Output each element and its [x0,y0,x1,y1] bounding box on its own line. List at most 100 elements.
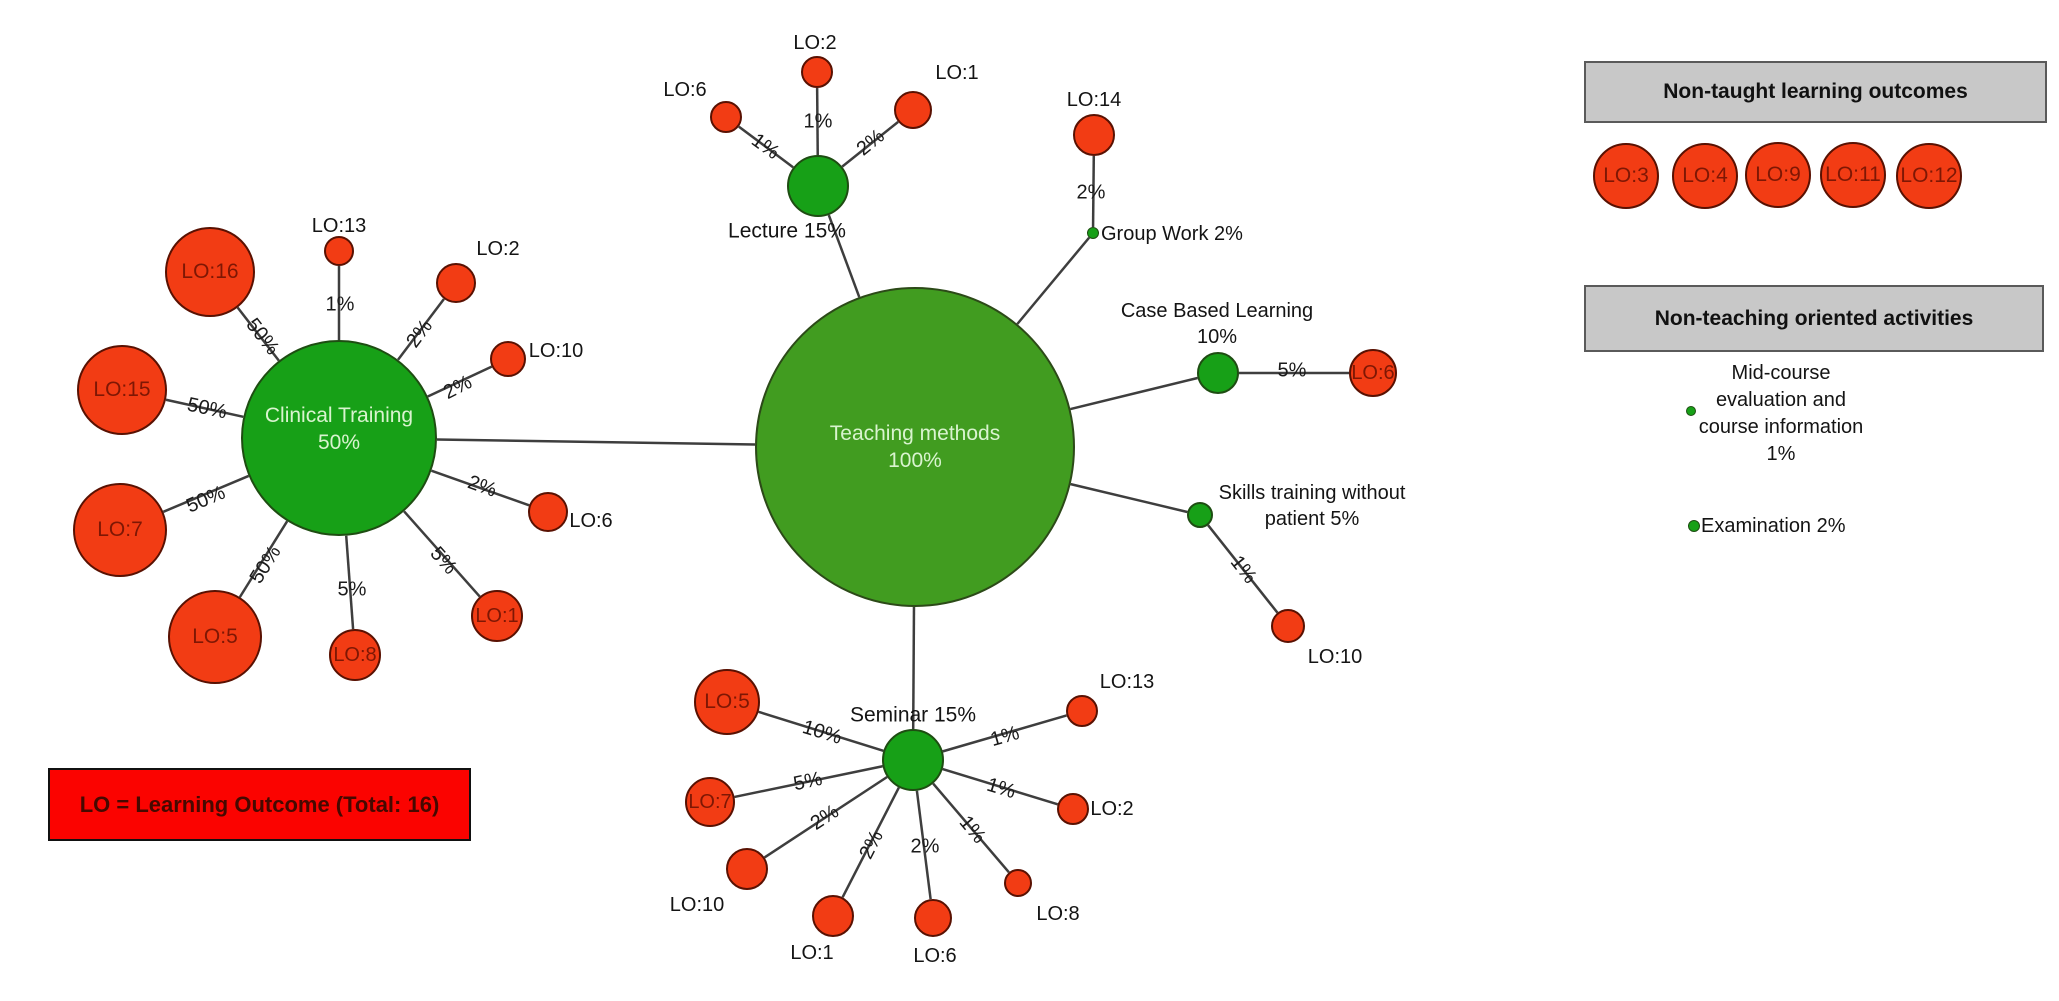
node-sem-lo13 [1066,695,1098,727]
node-case-based [1197,352,1239,394]
node-label-sem-lo13: LO:13 [1099,671,1155,693]
node-label-ct-lo16: LO:16 [181,260,239,284]
edge-line-lecture--lec-lo1 [841,120,899,168]
node-teaching-methods: Teaching methods 100% [755,287,1075,607]
node-label-sem-lo5: LO:5 [704,690,750,714]
node-label-ct-lo5: LO:5 [192,625,238,649]
edge-line-seminar--sem-lo10 [763,775,888,859]
node-label-group-work: Group Work 2% [1101,223,1243,245]
edge-line-seminar--sem-lo8 [932,782,1010,874]
node-nt-lo3: LO:3 [1593,143,1659,209]
node-label-nt-lo4: LO:4 [1682,164,1728,188]
node-nt-lo9: LO:9 [1745,142,1811,208]
node-ct-lo6 [528,492,568,532]
node-cb-lo6: LO:6 [1349,349,1397,397]
node-label-lec-lo6: LO:6 [663,79,707,101]
edge-line-clinical-training--ct-lo6 [430,469,530,507]
edge-line-teaching-methods--case-based [1070,376,1198,411]
edge-line-clinical-training--ct-lo8 [344,535,355,630]
node-group-work [1087,227,1099,239]
node-sk-lo10 [1271,609,1305,643]
node-ct-lo16: LO:16 [165,227,255,317]
node-sem-lo2 [1057,793,1089,825]
node-lecture [787,155,849,217]
edge-line-group-work--lo14 [1091,155,1096,228]
edge-line-skills-training--sk-lo10 [1207,524,1279,614]
node-label-ct-lo1: LO:1 [475,605,519,627]
node-lo14 [1073,114,1115,156]
node-label-ct-lo2: LO:2 [476,238,520,260]
node-label-nt-lo9: LO:9 [1755,163,1801,187]
node-sem-lo7: LO:7 [685,777,735,827]
edge-label-clinical-training--ct-lo8: 5% [337,578,367,601]
non-teaching-activities-title: Non-teaching oriented activities [1654,306,1974,330]
edge-label-clinical-training--ct-lo13: 1% [325,293,355,316]
edge-line-seminar--sem-lo1 [841,787,900,898]
mid-course-evaluation-label: Mid-course evaluation and course informa… [1698,362,1864,465]
node-label-ct-lo13: LO:13 [311,215,367,237]
edge-line-seminar--sem-lo2 [942,767,1059,806]
node-sem-lo10 [726,848,768,890]
node-label-sem-lo1: LO:1 [790,942,834,964]
non-taught-outcomes-title: Non-taught learning outcomes [1663,80,1968,103]
node-sem-lo1 [812,895,854,937]
node-label-sem-lo2: LO:2 [1090,798,1134,820]
node-label-sem-lo6: LO:6 [913,945,957,967]
node-ct-lo7: LO:7 [73,483,167,577]
node-label-lec-lo2: LO:2 [793,32,837,54]
edge-line-seminar--sem-lo13 [942,714,1067,753]
edge-line-teaching-methods--group-work [1016,236,1091,325]
edge-line-teaching-methods--lecture [827,214,861,298]
legend-box: LO = Learning Outcome (Total: 16) [48,768,471,841]
node-lec-lo1 [894,91,932,129]
node-ct-lo8: LO:8 [329,629,381,681]
node-nt-lo12: LO:12 [1896,143,1962,209]
node-label-ct-lo15: LO:15 [93,378,151,402]
edge-label-case-based--cb-lo6: 5% [1277,359,1307,382]
node-label-clinical-training: Clinical Training 50% [264,403,414,454]
node-sem-lo5: LO:5 [694,669,760,735]
edge-line-seminar--sem-lo5 [758,710,884,752]
edge-line-clinical-training--ct-lo2 [397,298,445,361]
node-label-teaching-methods: Teaching methods 100% [829,421,1001,472]
node-label-sem-lo8: LO:8 [1036,903,1080,925]
node-ct-lo5: LO:5 [168,590,262,684]
node-lec-lo2 [801,56,833,88]
node-label-ct-lo6: LO:6 [569,510,613,532]
node-sem-lo6 [914,899,952,937]
node-label-lo14: LO:14 [1066,89,1122,111]
node-label-nt-lo11: LO:11 [1825,163,1881,187]
node-lec-lo6 [710,101,742,133]
examination-dot [1688,520,1700,532]
edge-line-seminar--sem-lo7 [734,765,883,799]
node-clinical-training: Clinical Training 50% [241,340,437,536]
non-taught-outcomes-header: Non-taught learning outcomes [1584,61,2047,123]
node-label-sem-lo7: LO:7 [688,791,732,813]
node-label-cb-lo6: LO:6 [1351,362,1395,384]
edge-line-seminar--sem-lo6 [915,790,932,900]
node-label-lecture: Lecture 15% [728,219,846,243]
node-label-nt-lo12: LO:12 [1900,164,1958,188]
edge-line-clinical-training--teaching-methods [436,438,756,446]
node-ct-lo15: LO:15 [77,345,167,435]
edge-line-teaching-methods--seminar [911,606,916,730]
edge-line-clinical-training--ct-lo15 [165,398,244,419]
node-label-ct-lo10: LO:10 [528,340,584,362]
edge-line-clinical-training--ct-lo10 [427,365,493,398]
edge-line-teaching-methods--skills-training [1070,482,1188,514]
edge-line-clinical-training--ct-lo1 [403,510,481,598]
node-sem-lo8 [1004,869,1032,897]
node-ct-lo2 [436,263,476,303]
edge-label-seminar--sem-lo6: 2% [910,835,940,858]
node-label-nt-lo3: LO:3 [1603,164,1649,188]
node-ct-lo10 [490,341,526,377]
node-label-skills-training: Skills training without patient 5% [1218,482,1406,530]
edge-line-clinical-training--ct-lo7 [162,474,250,513]
edge-line-clinical-training--ct-lo5 [238,520,289,598]
node-nt-lo11: LO:11 [1820,142,1886,208]
node-label-ct-lo7: LO:7 [97,518,143,542]
edge-line-lecture--lec-lo6 [738,125,794,169]
node-label-case-based: Case Based Learning 10% [1120,300,1314,348]
